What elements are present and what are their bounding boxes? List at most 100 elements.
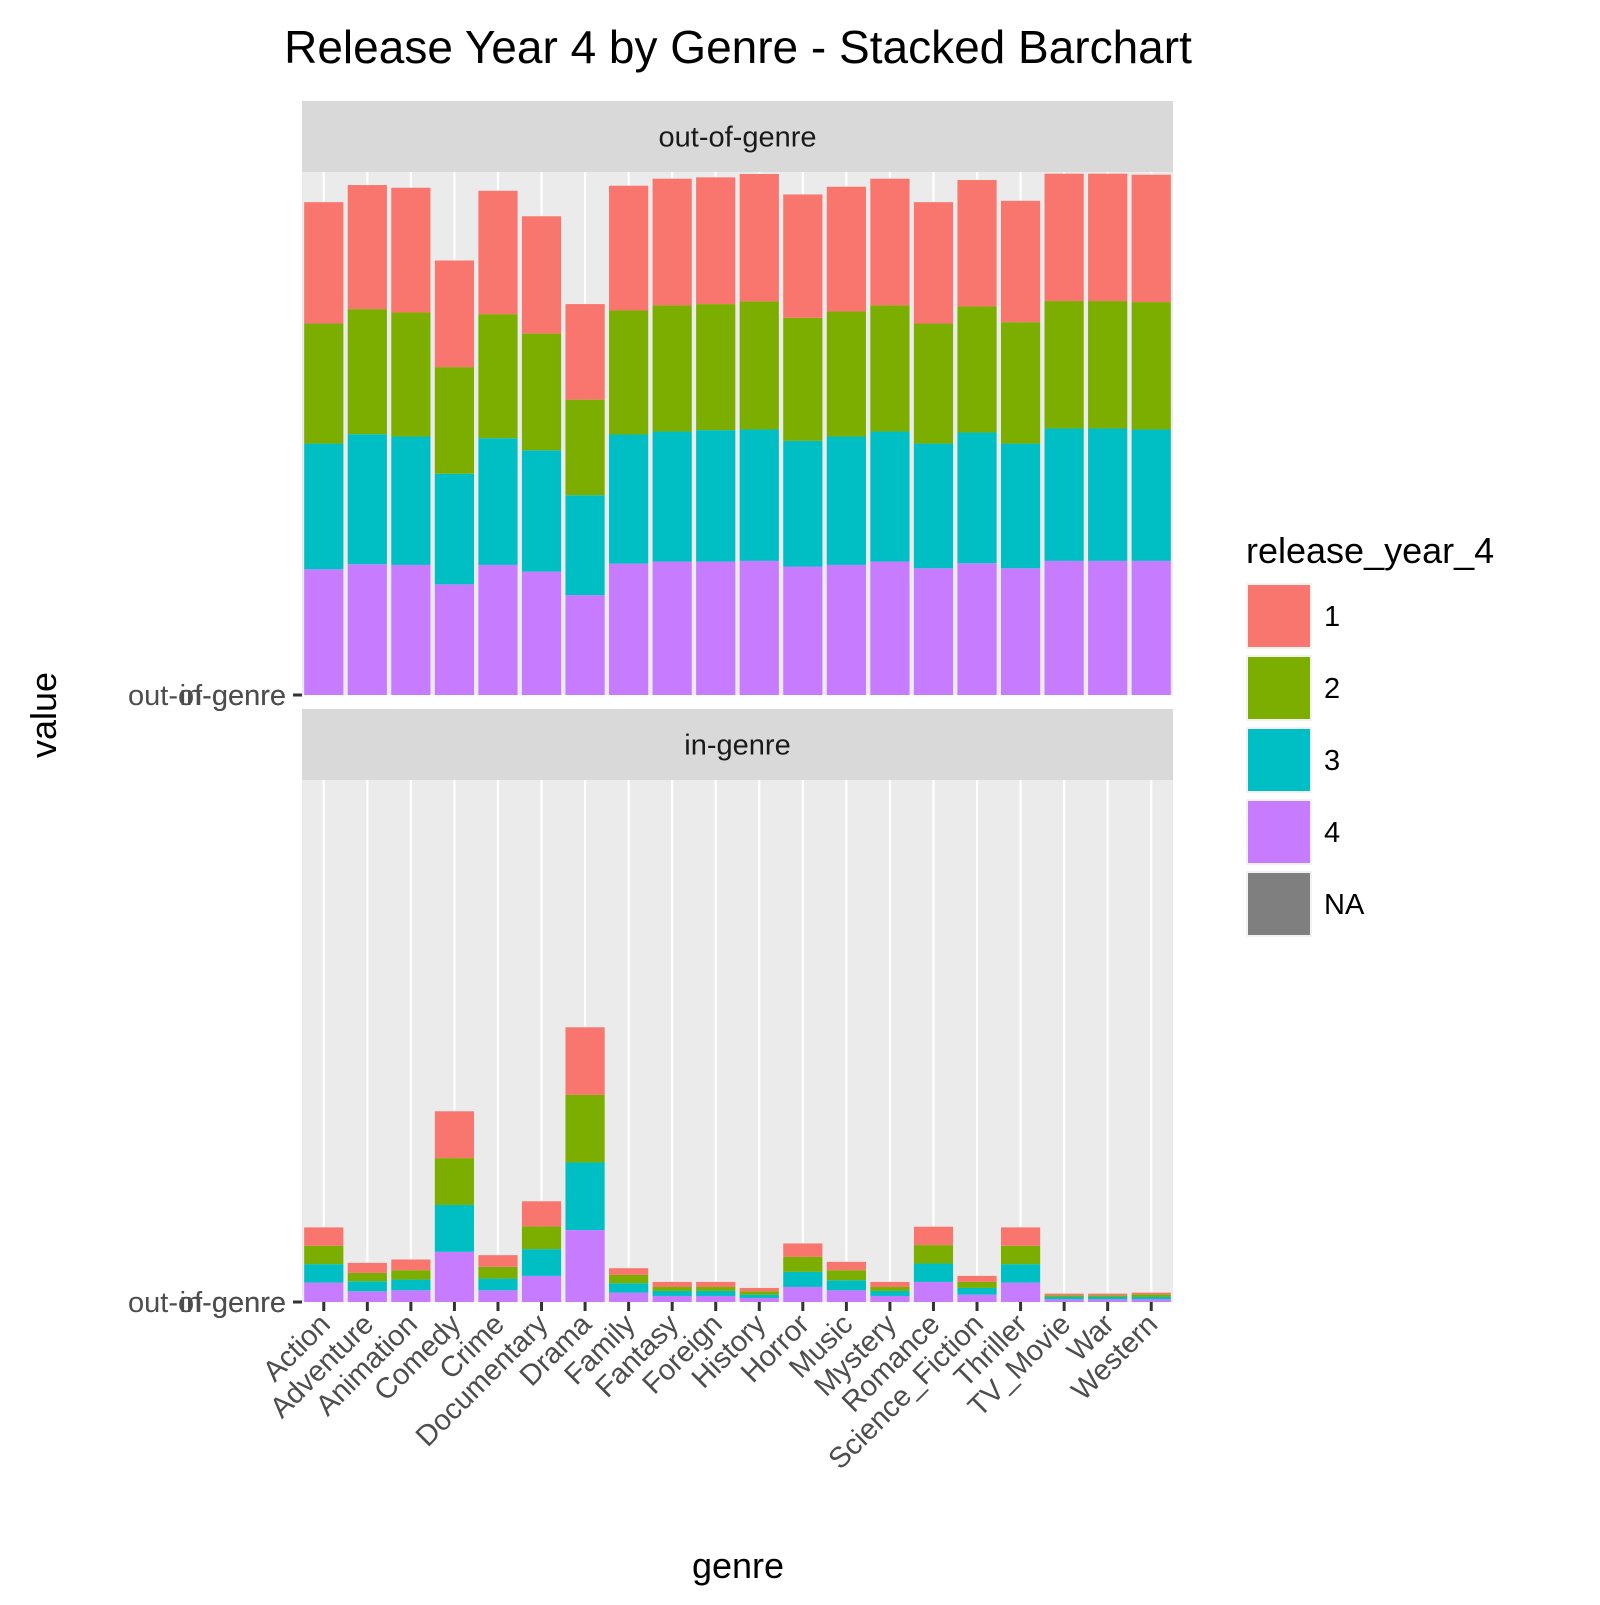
bar-segment (652, 1290, 692, 1296)
bar-segment (565, 1094, 605, 1163)
bar-segment (870, 178, 910, 306)
bar-segment (826, 436, 866, 565)
bar-segment (565, 595, 605, 695)
bar-segment (565, 1162, 605, 1231)
bar-segment (870, 1281, 910, 1287)
bar-segment (652, 431, 692, 562)
bar-segment (913, 568, 954, 695)
bar-segment (783, 566, 823, 695)
bar-segment (565, 495, 605, 596)
bar-segment (391, 1279, 431, 1291)
legend-label: NA (1324, 889, 1365, 921)
bar-segment (1044, 173, 1084, 302)
bar-segment (913, 443, 954, 569)
bar-segment (609, 185, 649, 311)
panel-background (302, 780, 1173, 1302)
bar-segment (913, 1281, 954, 1302)
bar-segment (1088, 301, 1128, 429)
legend-label: 2 (1324, 673, 1340, 705)
bar-segment (521, 1201, 562, 1227)
bar-segment (1000, 1264, 1041, 1283)
bar-segment (347, 564, 387, 695)
bar-segment (609, 1283, 649, 1293)
bar-segment (957, 1281, 997, 1288)
y-tick-label: in-genre (180, 1287, 286, 1319)
bar-segment (478, 564, 518, 695)
bar-segment (1131, 1296, 1171, 1300)
bar-segment (913, 1245, 954, 1264)
bar-segment (1131, 174, 1171, 303)
bar-segment (957, 306, 997, 433)
bar-segment (434, 473, 475, 585)
bar-segment (913, 202, 954, 324)
bar-segment (347, 309, 387, 435)
y-tick-label: out-of-genre (128, 680, 286, 712)
bar-segment (739, 1291, 779, 1295)
bar-segment (347, 1291, 387, 1302)
bar-segment (1000, 200, 1041, 323)
bar-segment (609, 1274, 649, 1284)
bar-segment (652, 1286, 692, 1291)
bar-segment (1000, 568, 1041, 695)
bar-segment (870, 1290, 910, 1296)
bar-segment (1131, 1292, 1171, 1295)
x-axis: ActionAdventureAnimationComedyCrimeDocum… (257, 1302, 1164, 1476)
bar-segment (434, 1111, 475, 1159)
bar-segment (783, 317, 823, 441)
bar-segment (347, 1262, 387, 1273)
bar-segment (783, 194, 823, 318)
bar-segment (652, 178, 692, 306)
bar-segment (565, 1027, 605, 1095)
bar-segment (1088, 428, 1128, 561)
bar-segment (1000, 322, 1041, 444)
bar-segment (434, 367, 475, 474)
bar-segment (434, 584, 475, 695)
y-axis-label: value (23, 672, 64, 758)
bar-segment (739, 1294, 779, 1298)
bar-segment (565, 399, 605, 496)
bar-segment (609, 434, 649, 564)
bar-segment (826, 1290, 866, 1302)
bar-segment (347, 1272, 387, 1282)
bar-segment (521, 450, 562, 572)
bar-segment (434, 1204, 475, 1252)
panel-background (302, 172, 1173, 695)
bar-segment (434, 260, 475, 368)
bar-segment (1044, 1293, 1084, 1296)
bar-segment (609, 563, 649, 695)
bar-segment (304, 1282, 344, 1302)
legend-key (1248, 657, 1310, 719)
bar-segment (1088, 1293, 1128, 1296)
legend-label: 4 (1324, 817, 1340, 849)
bar-segment (957, 432, 997, 564)
bar-segment (1131, 1294, 1171, 1297)
bar-segment (347, 1281, 387, 1292)
bar-segment (478, 438, 518, 565)
bar-segment (434, 1251, 475, 1302)
bar-segment (696, 1295, 736, 1302)
bar-segment (521, 571, 562, 695)
bar-segment (913, 1226, 954, 1246)
bar-segment (521, 333, 562, 451)
bar-segment (347, 185, 387, 310)
bar-segment (652, 1295, 692, 1302)
bar-segment (1000, 1227, 1041, 1246)
bar-segment (609, 1268, 649, 1275)
bar-segment (870, 431, 910, 562)
bar-segment (347, 434, 387, 565)
bar-segment (1088, 1299, 1128, 1302)
facet-strip-label: out-of-genre (659, 122, 817, 154)
facet-strip-label: in-genre (684, 730, 790, 762)
bar-segment (739, 1297, 779, 1302)
y-tick-label: out-of-genre (128, 1287, 286, 1319)
bar-segment (478, 1278, 518, 1291)
bar-segment (696, 430, 736, 562)
bar-segment (783, 440, 823, 567)
bar-segment (696, 1290, 736, 1296)
bar-segment (826, 1270, 866, 1281)
bar-segment (870, 561, 910, 695)
bar-segment (1044, 560, 1084, 695)
bar-segment (913, 1263, 954, 1282)
